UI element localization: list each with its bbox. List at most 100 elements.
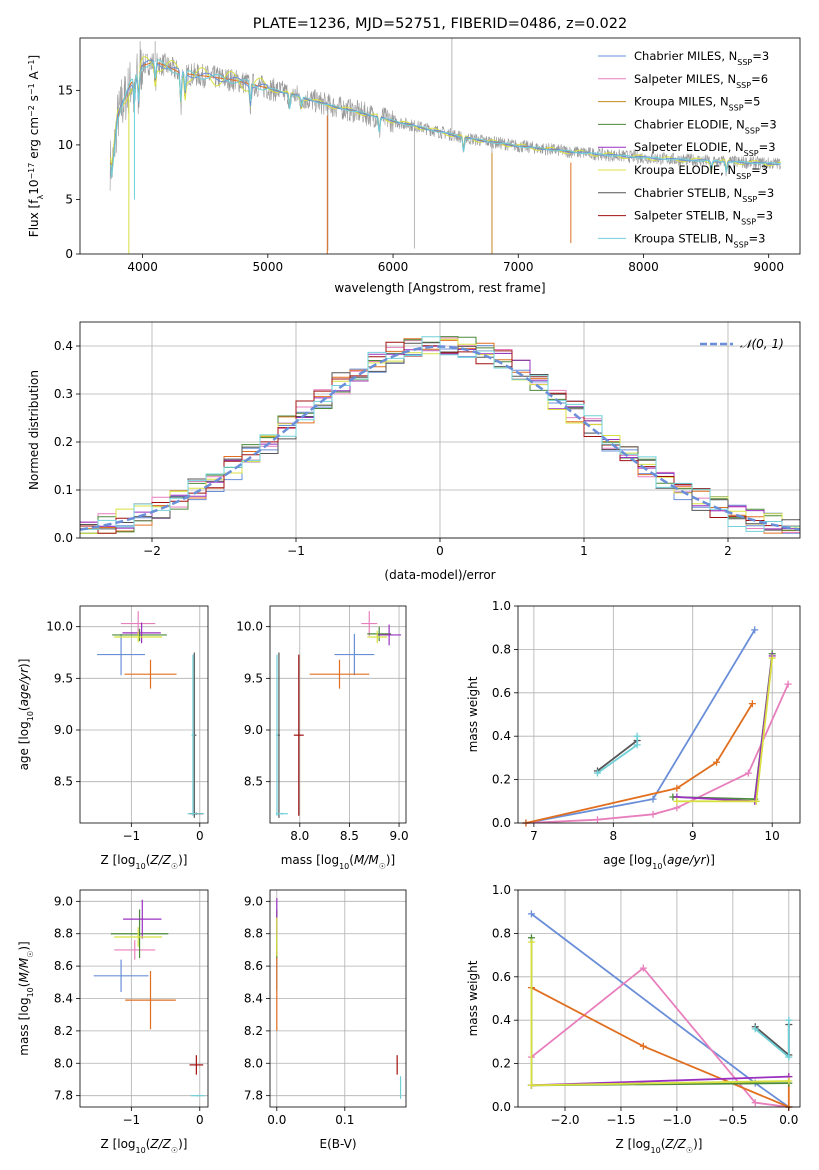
plus-marker bbox=[785, 1053, 793, 1061]
x-tick-label: 9.0 bbox=[390, 829, 409, 843]
errorbar-point bbox=[114, 927, 163, 947]
x-tick-label: −0.5 bbox=[718, 1113, 747, 1127]
x-tick-label: −1 bbox=[287, 544, 305, 558]
plus-marker bbox=[744, 769, 752, 777]
label-part: 10 bbox=[136, 862, 146, 871]
label-part: Z/Z bbox=[149, 1137, 171, 1151]
plus-marker bbox=[633, 732, 641, 740]
label-part: age [log bbox=[603, 853, 652, 867]
legend-label: Salpeter ELODIE, NSSP=3 bbox=[634, 140, 776, 158]
errorbar-point bbox=[125, 970, 176, 1030]
label-part: ( bbox=[661, 1137, 666, 1151]
errorbar-point bbox=[334, 633, 375, 676]
label-part: 10 bbox=[651, 1146, 661, 1155]
y-axis-label: Normed distribution bbox=[27, 370, 41, 490]
x-axis-label: Z [log10(Z/Z☉)] bbox=[101, 853, 188, 871]
y-tick-label: 10.0 bbox=[236, 620, 263, 634]
plus-marker bbox=[785, 1016, 793, 1024]
label-part: SSP bbox=[734, 240, 749, 249]
y-tick-label: 8.0 bbox=[54, 1056, 73, 1070]
label-part: ( bbox=[146, 853, 151, 867]
errorbar-point bbox=[377, 624, 402, 646]
errorbar-point bbox=[361, 611, 378, 636]
plus-marker bbox=[527, 938, 535, 946]
y-tick-label: 0.1 bbox=[54, 483, 73, 497]
y-tick-label: 0.2 bbox=[492, 773, 511, 787]
label-part: )] bbox=[386, 853, 395, 867]
plus-marker bbox=[593, 816, 601, 824]
y-tick-label: 8.2 bbox=[244, 1024, 263, 1038]
x-tick-label: 8.5 bbox=[340, 829, 359, 843]
plus-marker bbox=[649, 795, 657, 803]
label-part: SSP bbox=[729, 103, 744, 112]
legend-label: Salpeter STELIB, NSSP=3 bbox=[634, 209, 773, 227]
label-part: ☉ bbox=[26, 951, 35, 958]
legend-label: Chabrier STELIB, NSSP=3 bbox=[634, 186, 774, 204]
errorbar-point bbox=[97, 633, 146, 676]
weight-series-line bbox=[525, 703, 754, 824]
x-tick-label: −1.5 bbox=[606, 1113, 635, 1127]
y-tick-label: 8.0 bbox=[244, 1056, 263, 1070]
y-axis-label: Flux [fλ10−17 erg cm−2 s−1 A−1] bbox=[27, 55, 45, 237]
plus-marker bbox=[784, 680, 792, 688]
y-tick-label: 0.6 bbox=[492, 970, 511, 984]
plus-marker bbox=[633, 741, 641, 749]
axes: 8.0 8.5 9.0 8.5 9.0 9.5 10.0 bbox=[236, 605, 409, 843]
label-part: λ bbox=[36, 195, 45, 200]
errorbar-point bbox=[189, 1055, 204, 1075]
errorbar-point bbox=[122, 622, 161, 644]
plus-marker bbox=[713, 758, 721, 766]
plus-marker bbox=[673, 797, 681, 805]
legend-label: Salpeter MILES, NSSP=6 bbox=[634, 72, 768, 90]
x-tick-label: 8 bbox=[610, 829, 618, 843]
weight-series-line bbox=[754, 1024, 790, 1057]
label-part: =3 bbox=[749, 231, 766, 245]
x-axis-label: wavelength [Angstrom, rest frame] bbox=[334, 281, 545, 295]
y-tick-label: 1.0 bbox=[492, 599, 511, 613]
plot-area bbox=[109, 38, 782, 254]
panel-mass_vs_ebv: 0.0 0.1 7.8 8.0 8.2 8.4 8.6 8.8 9.0 E(B-V) bbox=[244, 889, 407, 1151]
y-tick-label: 10 bbox=[58, 138, 73, 152]
label-part: M/M bbox=[17, 957, 31, 982]
label-part: Z/Z bbox=[149, 853, 171, 867]
axes: −2.0 −1.5 −1.0 −0.5 0.0 0.0 0.2 0.4 0.6 0.8 1.0 bbox=[492, 883, 801, 1127]
x-tick-label: 7000 bbox=[503, 260, 534, 274]
label-part: SSP bbox=[741, 217, 756, 226]
weight-series-line bbox=[530, 966, 789, 1108]
plus-marker bbox=[593, 769, 601, 777]
plus-marker bbox=[673, 804, 681, 812]
y-tick-label: 8.2 bbox=[54, 1024, 73, 1038]
label-part: Salpeter MILES, N bbox=[634, 72, 736, 86]
y-tick-label: 9.0 bbox=[244, 894, 263, 908]
label-part: Chabrier STELIB, N bbox=[634, 186, 742, 200]
y-axis-label: mass [log10(M/M☉)] bbox=[17, 941, 35, 1056]
axes: 4000 5000 6000 7000 8000 9000 0 5 10 15 bbox=[58, 37, 801, 274]
label-part: SSP bbox=[737, 58, 752, 67]
legend-label: Kroupa MILES, NSSP=5 bbox=[634, 95, 760, 113]
plus-marker bbox=[673, 784, 681, 792]
y-tick-label: 0.2 bbox=[492, 1057, 511, 1071]
label-part: M/M bbox=[354, 853, 379, 867]
legend-label: Kroupa STELIB, NSSP=3 bbox=[634, 231, 765, 249]
panel-weight_vs_Z: −2.0 −1.5 −1.0 −0.5 0.0 0.0 0.2 0.4 0.6 0.8 1.0 Z [… bbox=[466, 883, 801, 1155]
y-tick-label: 0.6 bbox=[492, 686, 511, 700]
errorbar-point bbox=[114, 631, 163, 643]
label-part: ( bbox=[662, 853, 667, 867]
label-part: Z [log bbox=[101, 1137, 136, 1151]
x-tick-label: 0 bbox=[196, 1113, 204, 1127]
errorbar-point bbox=[367, 626, 392, 642]
label-part: SSP bbox=[736, 172, 751, 181]
axes-frame bbox=[79, 605, 209, 824]
label-part: age/yr bbox=[17, 667, 31, 706]
x-tick-label: −1 bbox=[122, 1113, 140, 1127]
label-part: −1 bbox=[27, 59, 36, 71]
y-tick-label: 7.8 bbox=[54, 1089, 73, 1103]
label-part: SSP bbox=[736, 80, 751, 89]
x-tick-label: 7 bbox=[530, 829, 538, 843]
label-part: =3 bbox=[751, 163, 768, 177]
plus-marker bbox=[768, 654, 776, 662]
plus-marker bbox=[527, 1081, 535, 1089]
errorbar-point bbox=[367, 630, 388, 644]
y-tick-label: 0.4 bbox=[492, 729, 511, 743]
